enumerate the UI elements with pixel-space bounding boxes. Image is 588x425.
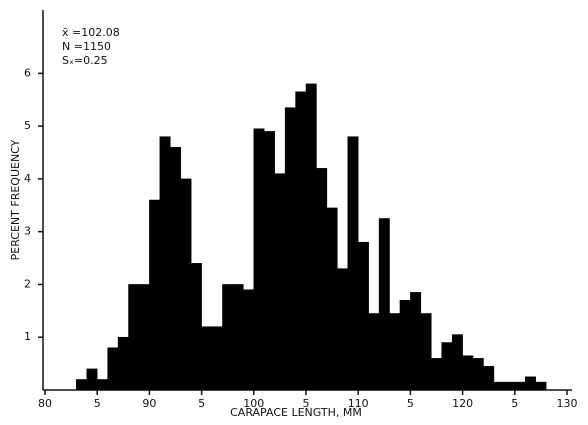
bar <box>180 178 192 391</box>
x-tick-label: 5 <box>198 397 205 410</box>
bar <box>514 381 526 391</box>
bar <box>253 128 265 391</box>
bar <box>243 289 255 391</box>
x-tick-label: 130 <box>557 397 578 410</box>
bar <box>316 168 328 391</box>
bar <box>347 136 359 391</box>
bar <box>305 83 317 391</box>
bar <box>420 313 432 391</box>
bar <box>295 91 307 391</box>
bar <box>451 334 463 391</box>
bar <box>222 284 234 391</box>
bar <box>149 199 161 391</box>
bar <box>107 347 119 391</box>
bar <box>462 355 474 391</box>
x-tick-label: 5 <box>407 397 414 410</box>
bar <box>472 358 484 391</box>
bar <box>504 381 516 391</box>
bar <box>535 381 547 391</box>
y-tick-label: 1 <box>24 330 31 343</box>
bar <box>337 268 349 391</box>
bar <box>128 284 140 391</box>
bar <box>431 358 442 391</box>
bar <box>96 379 108 391</box>
bar <box>263 131 275 391</box>
bar <box>368 313 380 391</box>
x-tick-label: 100 <box>243 397 264 410</box>
x-tick-label: 5 <box>303 397 310 410</box>
y-tick-label: 4 <box>24 172 31 185</box>
annotation: x̄ =102.08 <box>62 26 120 39</box>
bar <box>483 366 495 391</box>
bar <box>378 218 390 391</box>
bar <box>76 379 88 391</box>
bar <box>441 342 453 391</box>
y-tick-label: 5 <box>24 119 31 132</box>
x-tick-label: 90 <box>142 397 156 410</box>
y-tick-label: 2 <box>24 277 31 290</box>
y-axis-label: PERCENT FREQUENCY <box>9 139 22 260</box>
x-tick-label: 120 <box>452 397 473 410</box>
bar <box>190 263 202 391</box>
bar <box>493 381 505 391</box>
bar <box>138 284 150 391</box>
y-tick-label: 6 <box>24 66 31 79</box>
x-tick-label: 5 <box>511 397 518 410</box>
bar <box>170 146 181 391</box>
bar <box>117 336 129 391</box>
x-tick-label: 5 <box>94 397 101 410</box>
bar <box>410 292 422 391</box>
bar <box>284 107 296 391</box>
y-tick-label: 3 <box>24 225 31 238</box>
bar <box>201 326 213 391</box>
x-axis-label: CARAPACE LENGTH, MM <box>230 406 362 419</box>
bar <box>274 173 286 391</box>
bar <box>326 207 338 391</box>
bar <box>357 241 369 391</box>
bar <box>159 136 171 391</box>
annotation: Sₓ=0.25 <box>62 54 108 67</box>
bar <box>86 368 98 391</box>
bar <box>232 284 244 391</box>
annotation: N =1150 <box>62 40 111 53</box>
bar <box>211 326 223 391</box>
x-tick-label: 80 <box>38 397 52 410</box>
x-tick-label: 110 <box>348 397 369 410</box>
bar <box>399 300 411 391</box>
bar <box>524 376 536 391</box>
bar <box>389 313 401 391</box>
